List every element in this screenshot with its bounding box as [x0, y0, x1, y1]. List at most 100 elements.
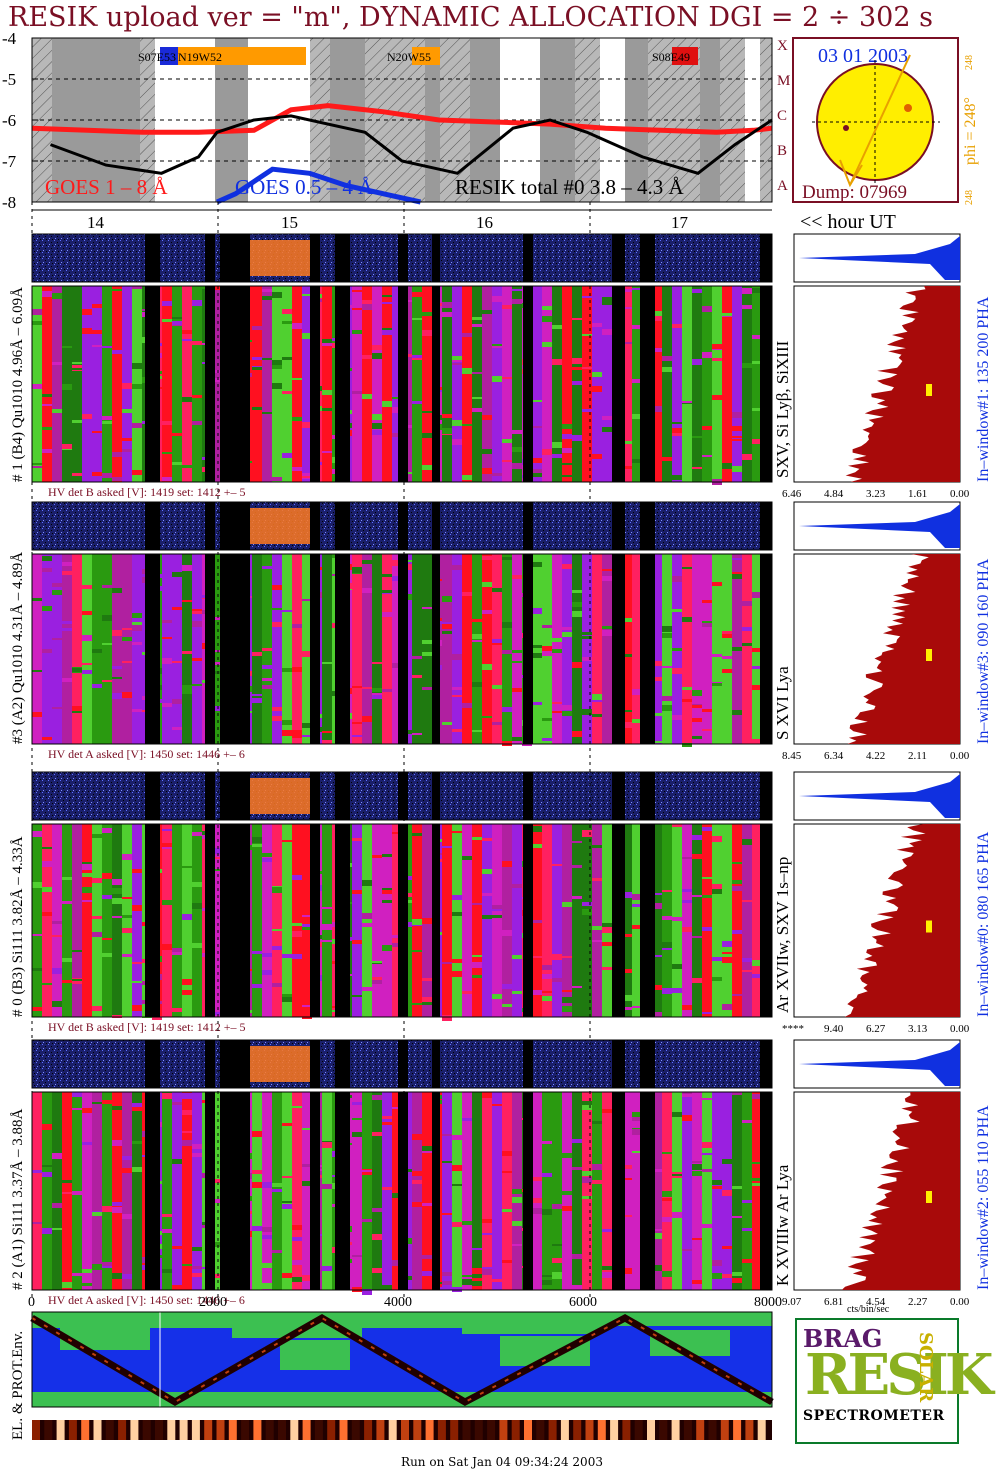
- spectrogram-stripe: [322, 451, 332, 453]
- class-letter: X: [777, 38, 788, 54]
- spectrogram-stripe: [172, 895, 182, 897]
- spectrogram-stripe: [552, 459, 562, 461]
- spectrogram-stripe: [692, 1164, 702, 1170]
- spectrogram-stripe: [272, 929, 282, 931]
- spectrogram-stripe: [712, 1261, 722, 1266]
- spectrogram-stripe: [652, 635, 662, 640]
- spectrogram-column: [592, 554, 602, 744]
- spectrogram-stripe: [262, 1235, 272, 1239]
- spectrogram-stripe: [652, 1169, 662, 1172]
- spectrogram-stripe: [272, 622, 282, 627]
- spectrogram-stripe: [542, 974, 552, 979]
- spectrogram-stripe: [462, 856, 472, 860]
- spectrogram-stripe: [62, 678, 72, 682]
- spectrogram-stripe: [492, 642, 502, 645]
- spectrogram-stripe: [592, 1164, 602, 1170]
- spectrogram-column: [322, 286, 332, 482]
- spectrogram-stripe: [662, 1271, 672, 1277]
- spectrogram-stripe: [132, 1103, 142, 1108]
- spectrogram-stripe: [672, 324, 682, 328]
- spectrogram-stripe: [132, 642, 142, 645]
- spectrogram-column: [452, 554, 462, 744]
- spectrogram-stripe: [112, 1273, 122, 1279]
- legend-goes-long: GOES 1 – 8 Å: [45, 175, 168, 199]
- spectrogram-stripe: [122, 1156, 132, 1160]
- spectrogram-stripe: [582, 831, 592, 837]
- spectrogram-stripe: [652, 1229, 662, 1231]
- spectrogram-stripe: [172, 948, 182, 954]
- spectrogram-stripe: [42, 1228, 52, 1234]
- spectrum-area: [845, 286, 960, 482]
- spectrogram-stripe: [732, 1186, 742, 1189]
- pulse-strip-hot: [250, 240, 310, 276]
- spectrogram-stripe: [122, 409, 132, 413]
- spectrogram-stripe: [322, 408, 332, 411]
- spectrogram-stripe: [182, 1264, 192, 1266]
- spectrogram-stripe: [572, 662, 582, 668]
- spectrogram-gap: [145, 824, 160, 1017]
- spectrogram-column: [382, 824, 392, 1017]
- spectrogram-column: [702, 824, 712, 1017]
- env-strip-cell: [93, 1420, 102, 1440]
- spectrum-tick: 2.27: [908, 1296, 928, 1308]
- spectrogram-gap: [612, 824, 625, 1017]
- spectrogram-stripe: [572, 1254, 582, 1259]
- spectrogram-stripe: [132, 869, 142, 873]
- spectrogram-column: [622, 554, 632, 744]
- spectrogram-stripe: [692, 978, 702, 983]
- spectrogram-stripe: [72, 473, 82, 476]
- spectrogram-stripe: [172, 321, 182, 325]
- spectrogram-stripe: [262, 678, 272, 681]
- spectrogram-stripe: [692, 736, 702, 739]
- spectrogram-stripe: [122, 1214, 132, 1219]
- spectrogram-stripe: [582, 657, 592, 661]
- spectrogram-column: [742, 1092, 752, 1290]
- spectrogram-stripe: [662, 431, 672, 437]
- spectrogram-stripe: [682, 1092, 692, 1095]
- spectrogram-stripe: [752, 288, 762, 293]
- spectrogram-gap: [523, 554, 533, 744]
- spectrogram-column: [562, 554, 572, 744]
- spectrogram-column: [282, 554, 292, 744]
- pulse-strip-gap: [432, 502, 440, 550]
- spectrogram-stripe: [172, 1102, 182, 1105]
- spectrogram-stripe: [692, 467, 702, 469]
- spectrogram-stripe: [512, 1221, 522, 1226]
- spectrogram-stripe: [572, 841, 582, 843]
- spectrogram-stripe: [552, 1276, 562, 1279]
- spectrogram-stripe: [452, 729, 462, 732]
- pha-profile: [799, 504, 960, 548]
- spectrogram-column: [52, 286, 62, 482]
- spectrogram-stripe: [372, 1234, 382, 1240]
- spectrogram-stripe: [292, 954, 302, 959]
- spectrogram-column: [62, 554, 72, 744]
- spectrogram-stripe: [542, 646, 552, 651]
- spectrogram-stripe: [462, 1269, 472, 1275]
- spectrogram-stripe: [562, 1006, 572, 1012]
- spectrogram-stripe: [172, 952, 182, 955]
- window-label: In–window#0: 080 165 PHA: [975, 831, 992, 1017]
- y-tick-label: -7: [2, 152, 17, 171]
- spectrogram-stripe: [52, 583, 62, 587]
- spectrogram-stripe: [302, 927, 312, 930]
- spectrogram-stripe: [622, 618, 632, 622]
- spectrogram-stripe: [462, 333, 472, 337]
- spectrogram-stripe: [602, 329, 612, 335]
- spectrogram-stripe: [662, 397, 672, 401]
- spectrogram-stripe: [352, 330, 362, 334]
- spectrogram-stripe: [32, 831, 42, 837]
- pulse-strip-gap: [640, 772, 655, 820]
- spectrogram-stripe: [632, 1129, 642, 1135]
- spectrogram-stripe: [172, 607, 182, 610]
- spectrogram-column: [182, 1092, 192, 1290]
- spectrogram-stripe: [372, 430, 382, 435]
- spectrogram-stripe: [162, 477, 172, 481]
- spectrogram-stripe: [592, 845, 602, 848]
- spectrogram-stripe: [622, 695, 632, 700]
- spectrogram-stripe: [212, 391, 222, 396]
- spectrogram-stripe: [82, 476, 92, 480]
- spectrogram-stripe: [352, 940, 362, 944]
- spectrogram-stripe: [742, 579, 752, 581]
- env-strip-cell: [757, 1420, 766, 1440]
- spectrogram-stripe: [702, 729, 712, 731]
